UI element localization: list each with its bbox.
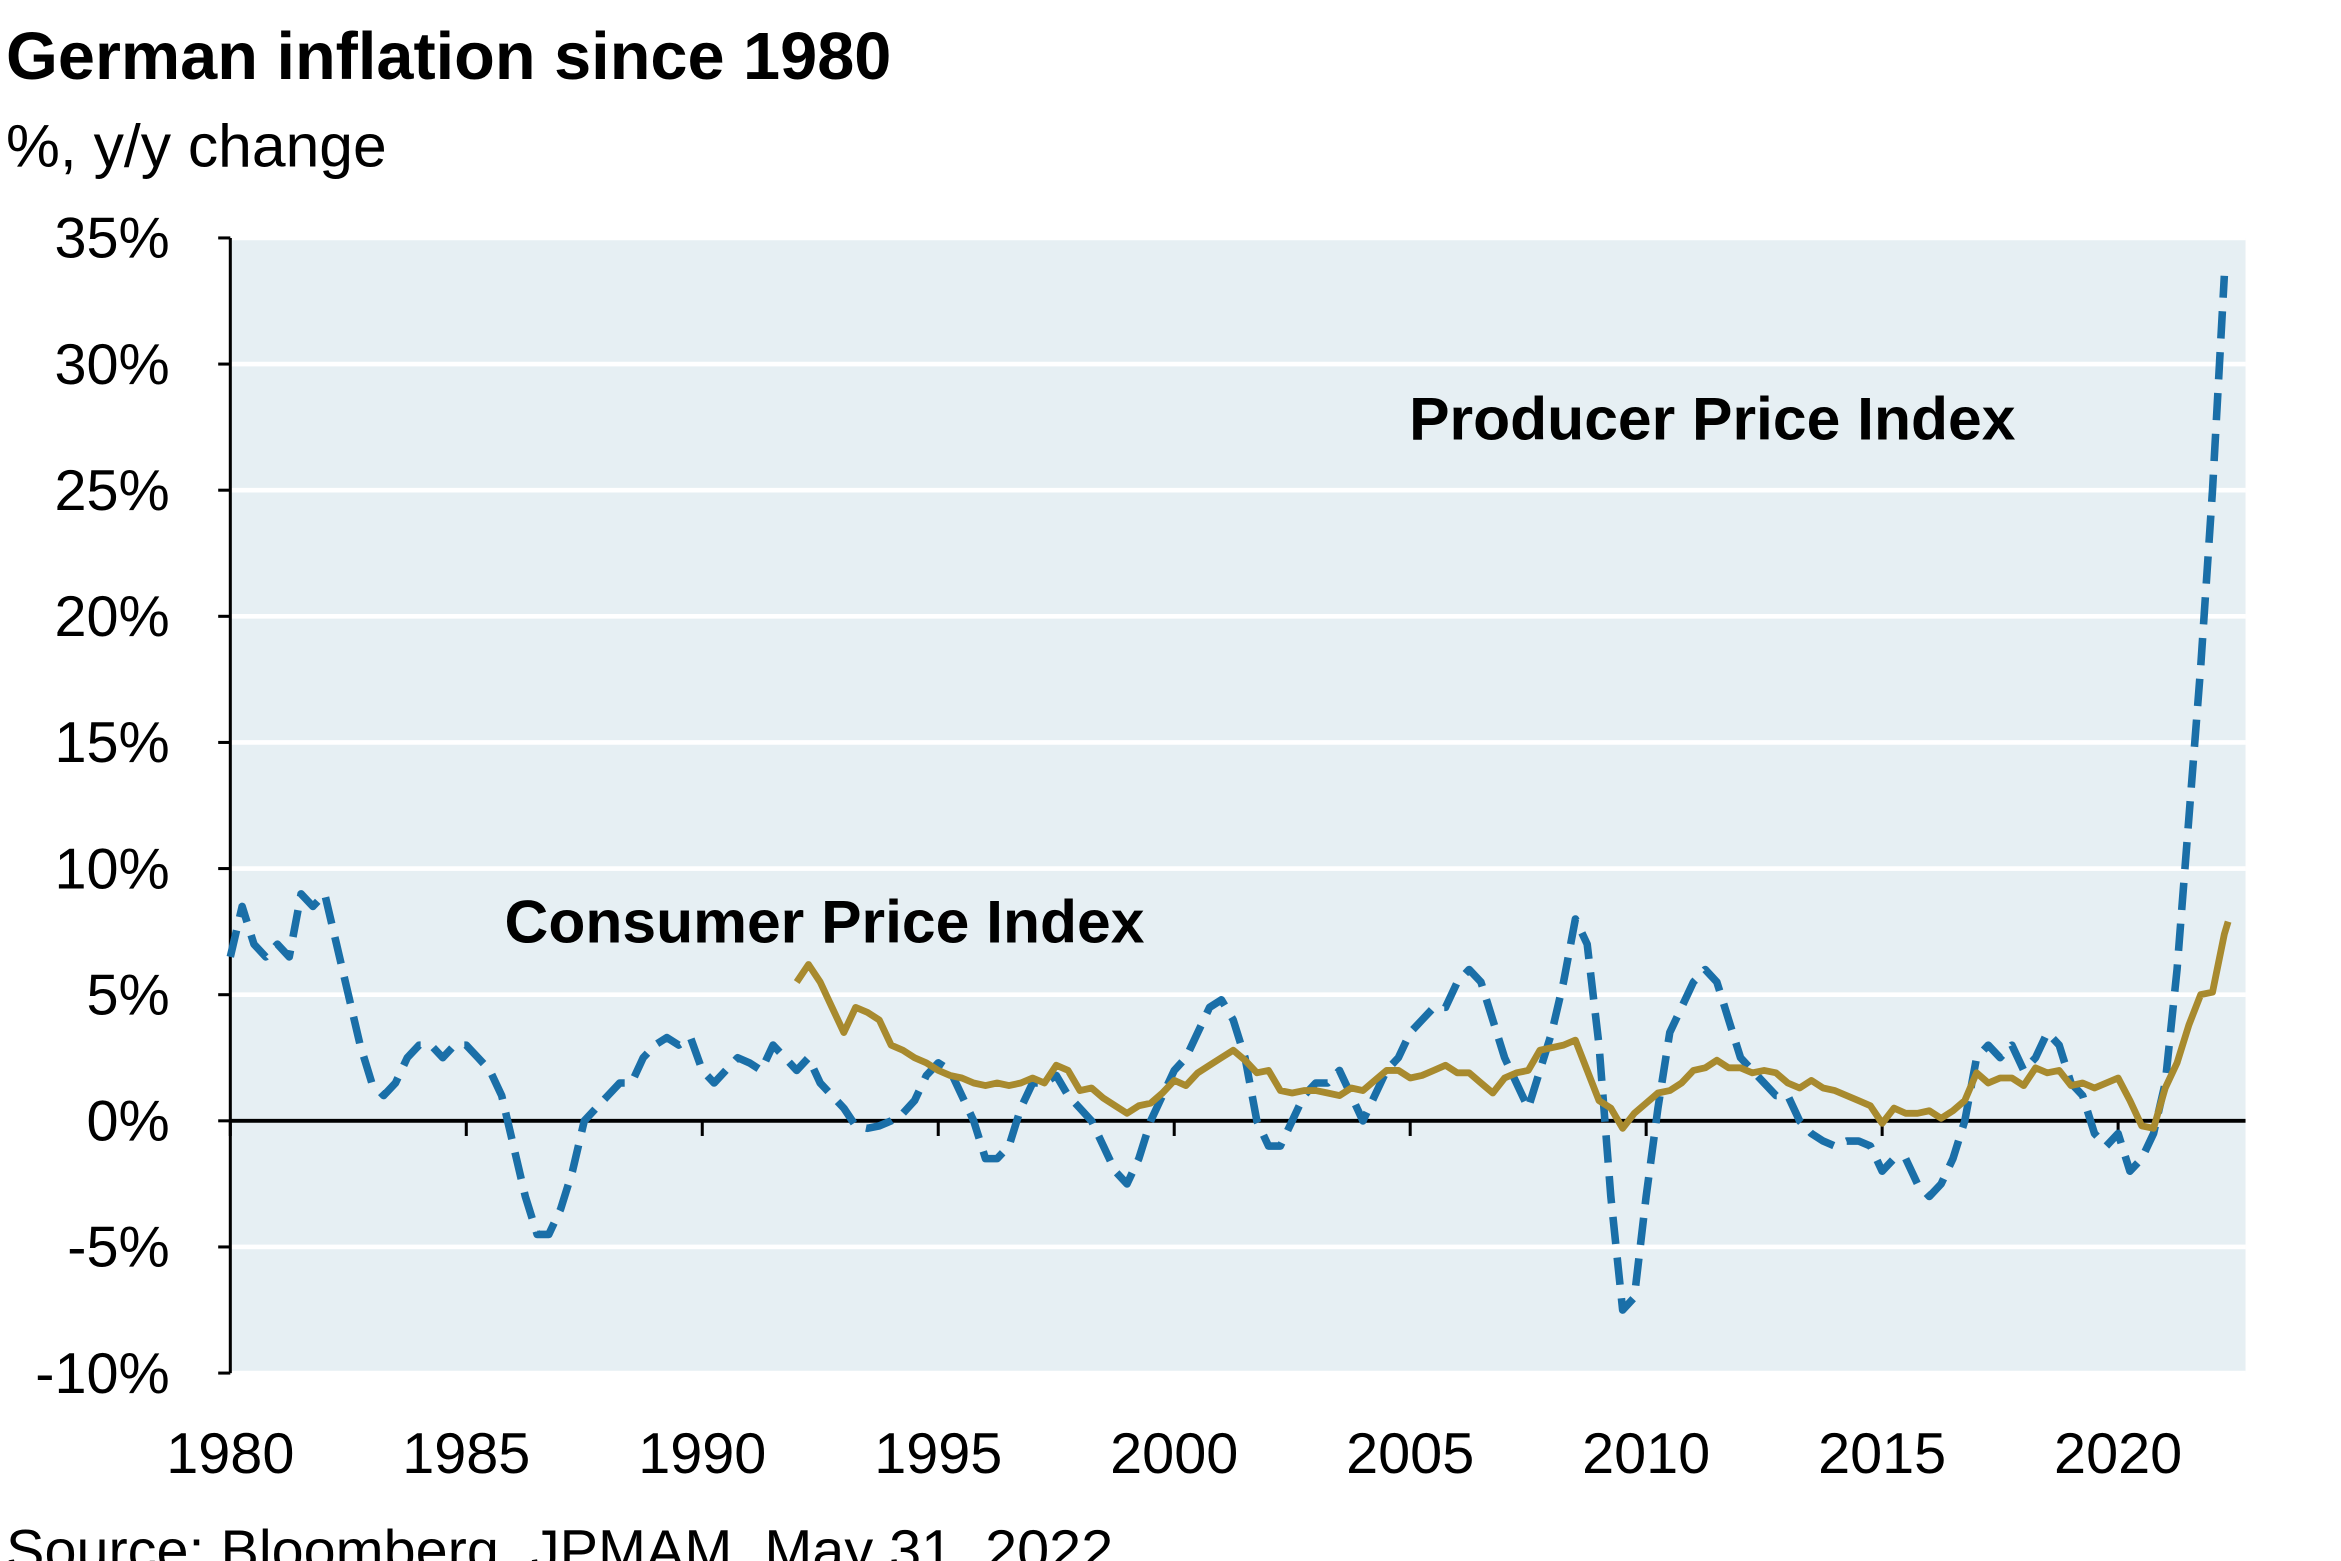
x-tick-label: 2010 xyxy=(1582,1422,1710,1486)
y-tick-label: 20% xyxy=(54,585,169,649)
series-line xyxy=(226,275,2229,1314)
y-tick-label: -5% xyxy=(67,1216,169,1280)
chart-title: German inflation since 1980 xyxy=(6,20,891,94)
y-tick-label: 30% xyxy=(54,333,169,397)
x-tick-label: 2020 xyxy=(2054,1422,2182,1486)
y-tick-label: -10% xyxy=(35,1342,169,1406)
x-tick-label: 1995 xyxy=(874,1422,1002,1486)
x-tick-label: 1985 xyxy=(402,1422,530,1486)
y-tick-label: 10% xyxy=(54,837,169,901)
y-tick-label: 35% xyxy=(54,207,169,271)
series-line xyxy=(793,920,2232,1132)
y-tick-label: 5% xyxy=(86,963,169,1027)
y-tick-label: 0% xyxy=(86,1090,169,1154)
x-tick-label: 1980 xyxy=(166,1422,294,1486)
chart-subtitle: %, y/y change xyxy=(6,112,387,180)
plot-background xyxy=(230,237,2246,1374)
series-label: Consumer Price Index xyxy=(505,888,1145,956)
y-tick-label: 15% xyxy=(54,711,169,775)
x-tick-label: 2000 xyxy=(1110,1422,1238,1486)
series-label: Producer Price Index xyxy=(1409,384,2016,452)
x-tick-label: 2005 xyxy=(1346,1422,1474,1486)
source-note: Source: Bloomberg, JPMAM. May 31, 2022. xyxy=(6,1519,1129,1561)
y-tick-label: 25% xyxy=(54,459,169,523)
x-tick-label: 2015 xyxy=(1818,1422,1946,1486)
x-tick-label: 1990 xyxy=(638,1422,766,1486)
